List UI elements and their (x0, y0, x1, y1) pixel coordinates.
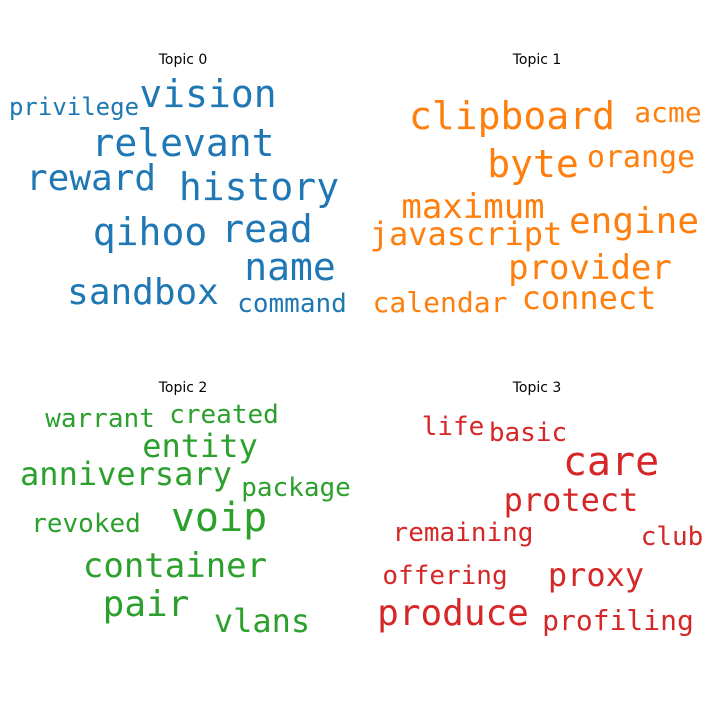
word-topic-2-voip: voip (170, 495, 268, 541)
word-topic-1-clipboard: clipboard (409, 94, 615, 138)
word-topic-3-profiling: profiling (542, 604, 694, 637)
word-topic-0-vision: vision (139, 72, 277, 116)
word-topic-2-revoked: revoked (31, 509, 141, 539)
word-topic-1-byte: byte (487, 142, 579, 186)
word-topic-2-created: created (169, 400, 279, 430)
word-topic-2-pair: pair (102, 584, 190, 625)
word-topic-3-protect: protect (503, 481, 639, 519)
word-topic-2-container: container (82, 546, 268, 586)
word-topic-1-maximum: maximum (401, 187, 545, 227)
word-topic-0-reward: reward (25, 158, 157, 199)
panel-title-topic-2: Topic 2 (158, 380, 208, 396)
word-topic-3-offering: offering (382, 561, 508, 591)
word-topic-0-name: name (244, 245, 336, 289)
word-topic-0-relevant: relevant (91, 121, 275, 165)
word-topic-1-provider: provider (508, 248, 672, 288)
word-topic-3-life: life (421, 412, 485, 442)
word-topic-0-read: read (221, 207, 313, 251)
word-topic-1-javascript: javascript (369, 215, 563, 253)
word-topic-2-warrant: warrant (45, 404, 155, 434)
word-topic-1-engine: engine (568, 201, 700, 242)
word-topic-0-privilege: privilege (8, 93, 140, 121)
word-topic-1-orange: orange (586, 140, 696, 175)
word-topic-3-produce: produce (377, 593, 529, 634)
word-topic-3-proxy: proxy (547, 556, 645, 594)
word-topic-0-history: history (178, 165, 340, 209)
word-topic-1-calendar: calendar (372, 286, 508, 319)
word-topic-2-package: package (241, 473, 351, 503)
word-topic-0-command: command (237, 289, 347, 319)
word-topic-3-remaining: remaining (392, 518, 534, 548)
word-topic-3-care: care (562, 439, 660, 485)
word-topic-2-entity: entity (142, 427, 258, 465)
word-topic-0-qihoo: qihoo (92, 210, 208, 254)
word-topic-2-anniversary: anniversary (20, 455, 232, 493)
word-topic-3-basic: basic (488, 418, 568, 448)
word-topic-1-acme: acme (634, 96, 702, 129)
word-topic-0-sandbox: sandbox (67, 272, 219, 313)
word-topic-1-connect: connect (521, 279, 657, 317)
panel-title-topic-0: Topic 0 (158, 52, 208, 68)
panel-title-topic-1: Topic 1 (512, 52, 562, 68)
word-topic-3-club: club (640, 522, 704, 552)
panel-title-topic-3: Topic 3 (512, 380, 562, 396)
word-topic-2-vlans: vlans (213, 602, 311, 640)
